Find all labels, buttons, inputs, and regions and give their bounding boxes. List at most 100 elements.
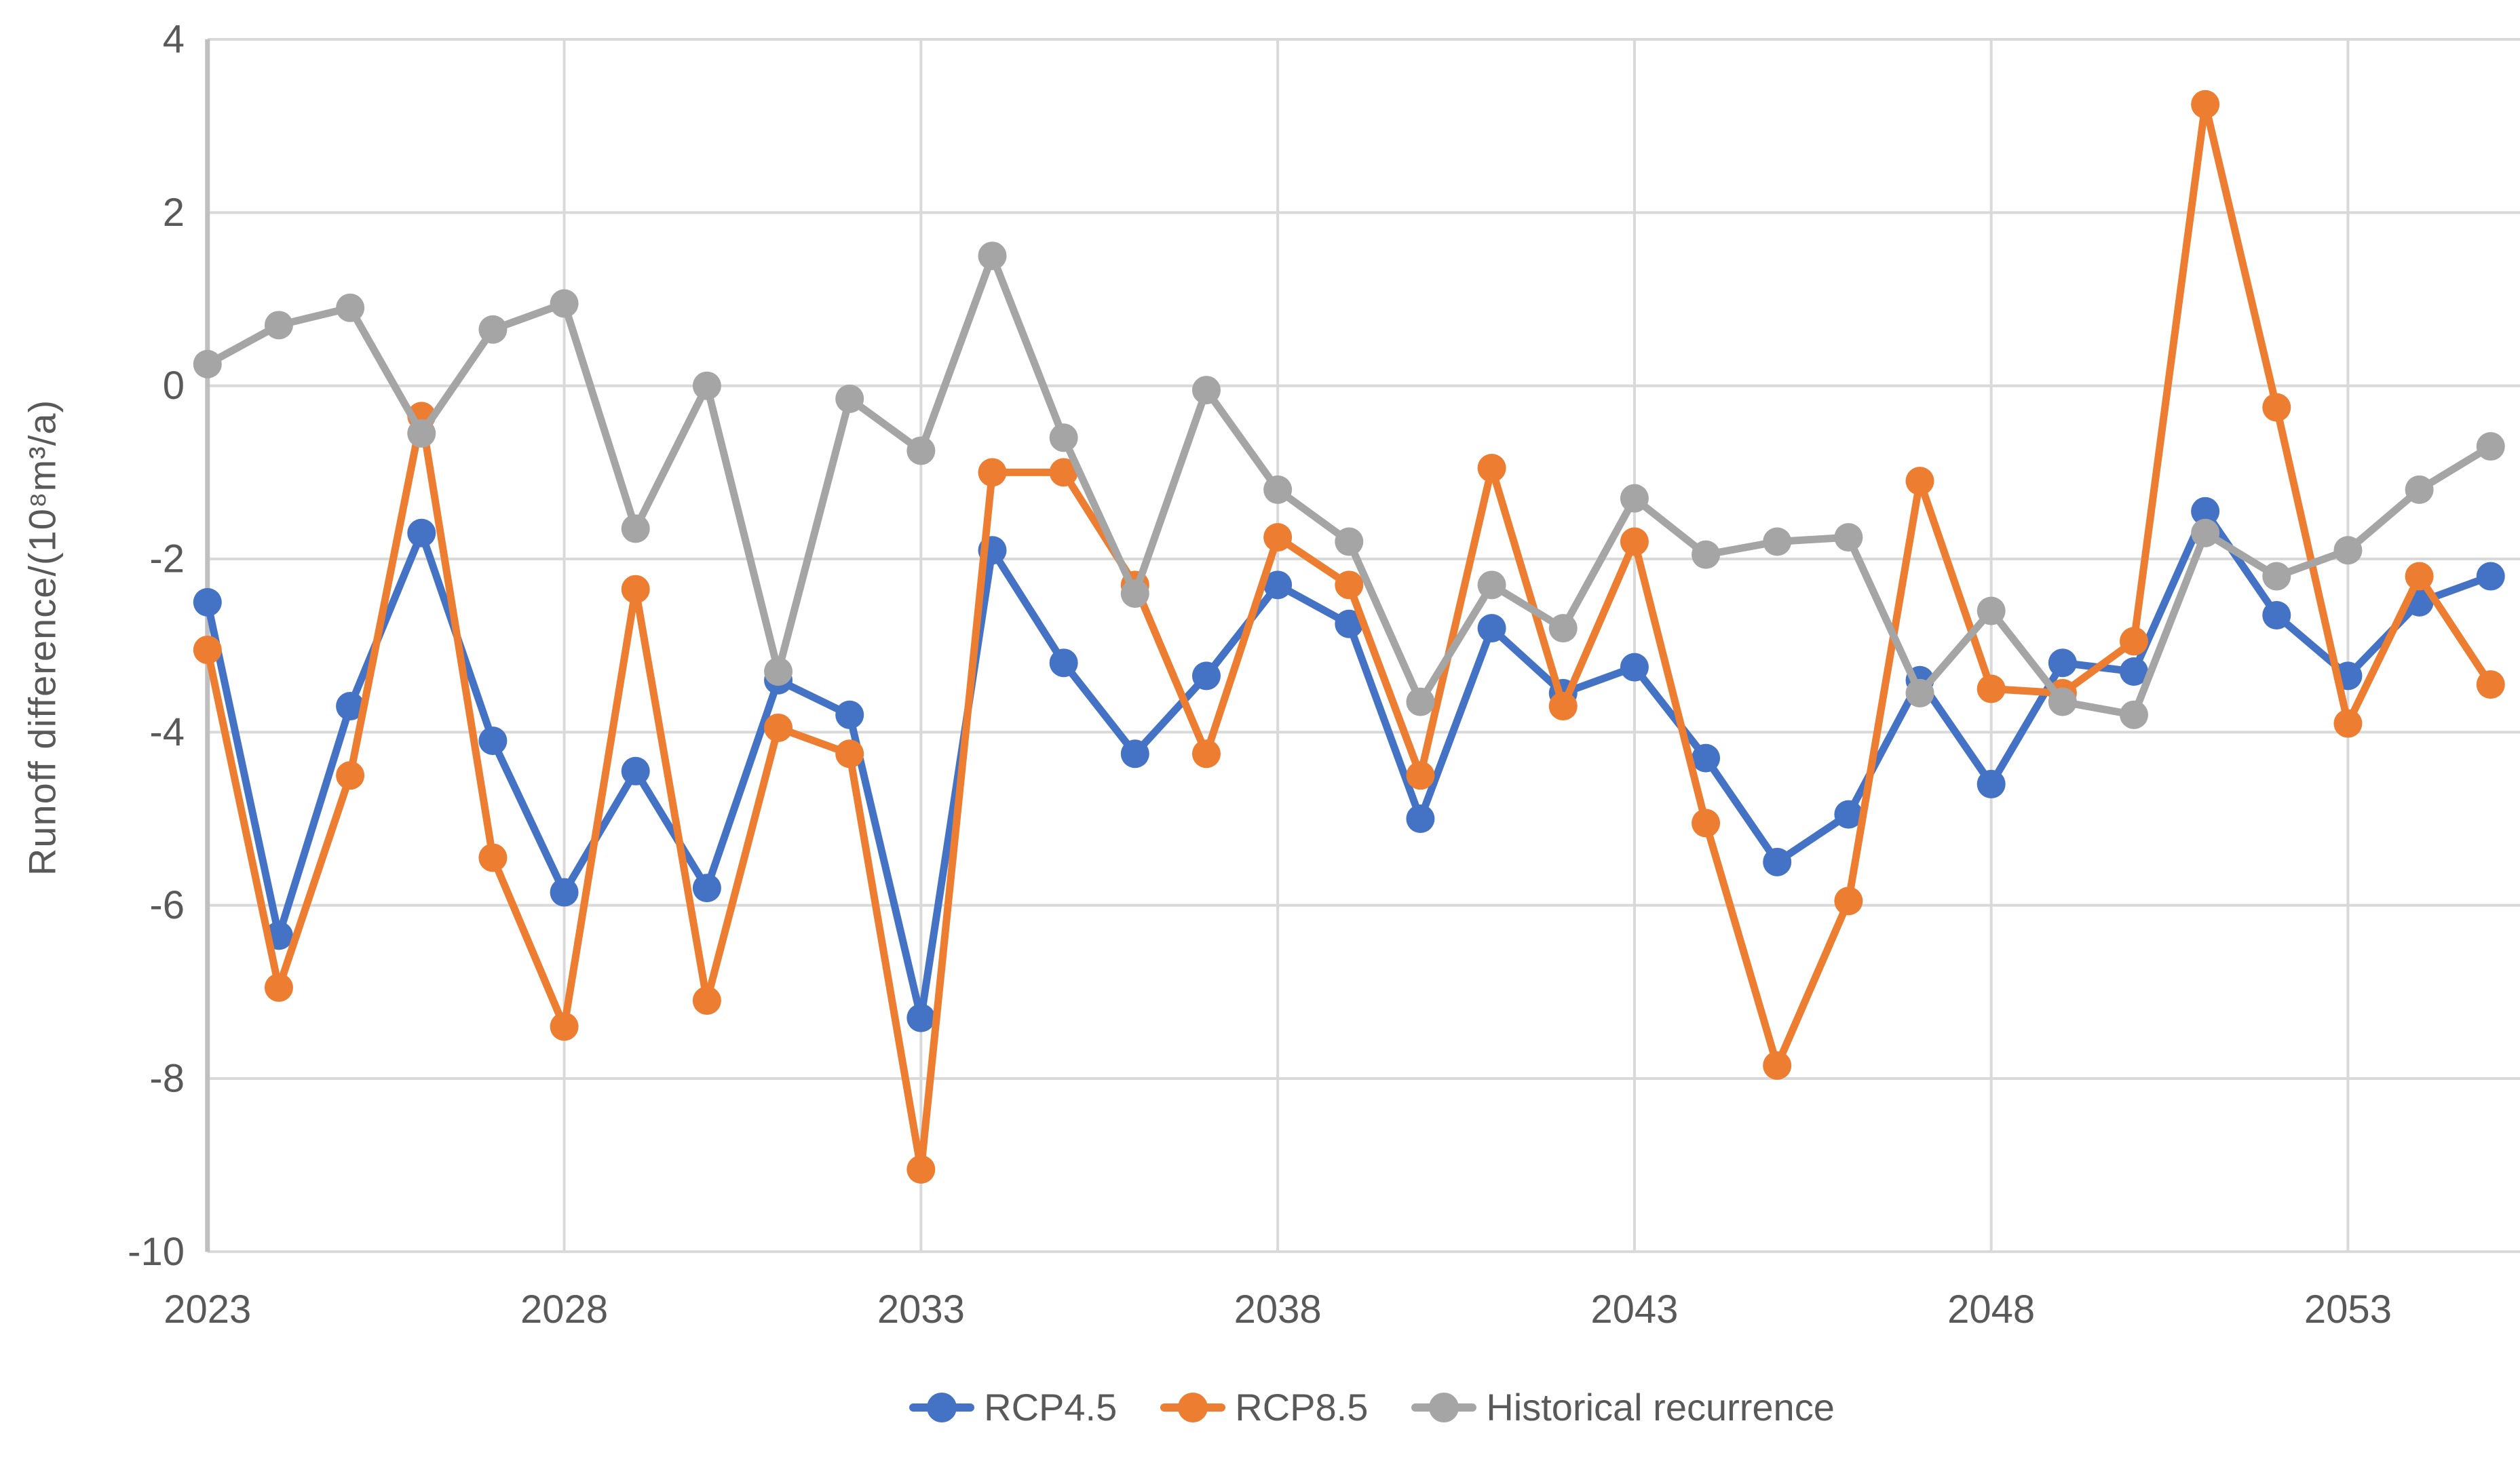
data-point — [692, 874, 721, 903]
data-point — [336, 761, 365, 790]
x-tick-label: 2053 — [2304, 1287, 2392, 1332]
data-point — [1335, 570, 1364, 600]
data-point — [764, 657, 793, 686]
data-point — [1049, 423, 1078, 452]
data-point — [2119, 657, 2148, 686]
data-point — [906, 1155, 936, 1184]
data-point — [1692, 743, 1721, 773]
data-point — [1049, 648, 1078, 678]
data-point — [978, 458, 1007, 487]
data-point — [2119, 700, 2148, 729]
data-point — [2191, 518, 2220, 547]
data-point — [2333, 709, 2363, 738]
data-point — [621, 575, 650, 604]
legend-item-historicalrecurrence: Historical recurrence — [1411, 1385, 1835, 1429]
data-point — [835, 384, 864, 413]
data-point — [264, 973, 293, 1002]
data-point — [1692, 809, 1721, 838]
data-point — [2333, 536, 2363, 565]
data-point — [2119, 627, 2148, 656]
data-point — [1905, 467, 1934, 496]
data-point — [550, 1012, 579, 1041]
data-point — [1548, 692, 1578, 721]
x-tick-label: 2033 — [877, 1287, 965, 1332]
data-point — [1263, 570, 1293, 600]
series-historicalrecurrence — [193, 241, 2505, 729]
data-point — [1977, 596, 2006, 625]
data-point — [1620, 484, 1649, 513]
data-point — [1406, 804, 1435, 833]
legend-item-rcp85: RCP8.5 — [1160, 1385, 1368, 1429]
data-point — [621, 514, 650, 543]
series-rcp85 — [193, 90, 2505, 1184]
legend-marker-dot-icon — [1429, 1392, 1459, 1422]
data-point — [550, 878, 579, 907]
data-point — [1763, 847, 1792, 876]
data-point — [193, 636, 222, 665]
data-point — [193, 587, 222, 617]
data-point — [2048, 648, 2077, 678]
x-tick-label: 2048 — [1947, 1287, 2035, 1332]
data-point — [1191, 376, 1221, 405]
y-tick-label: -2 — [149, 537, 185, 581]
data-point — [1335, 609, 1364, 638]
data-point — [1620, 527, 1649, 556]
data-point — [1834, 800, 1863, 829]
data-point — [1977, 674, 2006, 703]
data-point — [2048, 687, 2077, 716]
legend-label: RCP8.5 — [1235, 1386, 1369, 1429]
data-point — [2191, 497, 2220, 526]
y-tick-label: 4 — [163, 18, 185, 62]
legend-marker-icon — [909, 1392, 975, 1422]
data-point — [478, 843, 508, 872]
data-point — [478, 315, 508, 344]
y-axis-title: Runoff difference/(10⁸m³/a) — [20, 399, 64, 876]
data-point — [2262, 393, 2291, 422]
legend-marker-dot-icon — [1178, 1392, 1208, 1422]
data-point — [2476, 562, 2505, 591]
data-point — [193, 349, 222, 379]
data-point — [1620, 653, 1649, 682]
y-tick-label: -8 — [149, 1056, 185, 1100]
data-point — [1477, 453, 1506, 482]
y-tick-label: -6 — [149, 883, 185, 927]
data-point — [1263, 475, 1293, 504]
chart-legend: RCP4.5 RCP8.5 Historical recurrence — [112, 1385, 2520, 1429]
y-tick-label: -10 — [128, 1230, 185, 1274]
data-point — [1477, 570, 1506, 600]
data-point — [2262, 562, 2291, 591]
data-point — [1120, 739, 1149, 769]
data-point — [1548, 614, 1578, 643]
data-point — [2191, 90, 2220, 119]
y-tick-label: -4 — [149, 710, 185, 754]
x-tick-label: 2023 — [164, 1287, 251, 1332]
data-point — [550, 289, 579, 318]
data-point — [1763, 1051, 1792, 1080]
data-point — [407, 518, 436, 547]
data-point — [1335, 527, 1364, 556]
legend-label: Historical recurrence — [1486, 1386, 1835, 1429]
data-point — [1191, 739, 1221, 769]
data-point — [2405, 475, 2434, 504]
data-point — [2262, 600, 2291, 629]
data-point — [978, 241, 1007, 271]
data-point — [2476, 670, 2505, 699]
data-point — [1406, 687, 1435, 716]
data-point — [1263, 523, 1293, 552]
data-point — [1905, 678, 1934, 707]
data-point — [835, 739, 864, 769]
data-point — [1834, 887, 1863, 916]
data-point — [478, 726, 508, 756]
data-point — [692, 371, 721, 400]
data-point — [621, 756, 650, 786]
data-point — [835, 700, 864, 729]
data-point — [2405, 562, 2434, 591]
data-point — [1763, 527, 1792, 556]
legend-item-rcp45: RCP4.5 — [909, 1385, 1117, 1429]
data-point — [906, 1003, 936, 1032]
data-point — [1406, 761, 1435, 790]
x-tick-label: 2038 — [1234, 1287, 1322, 1332]
x-tick-label: 2028 — [520, 1287, 608, 1332]
data-point — [1477, 614, 1506, 643]
